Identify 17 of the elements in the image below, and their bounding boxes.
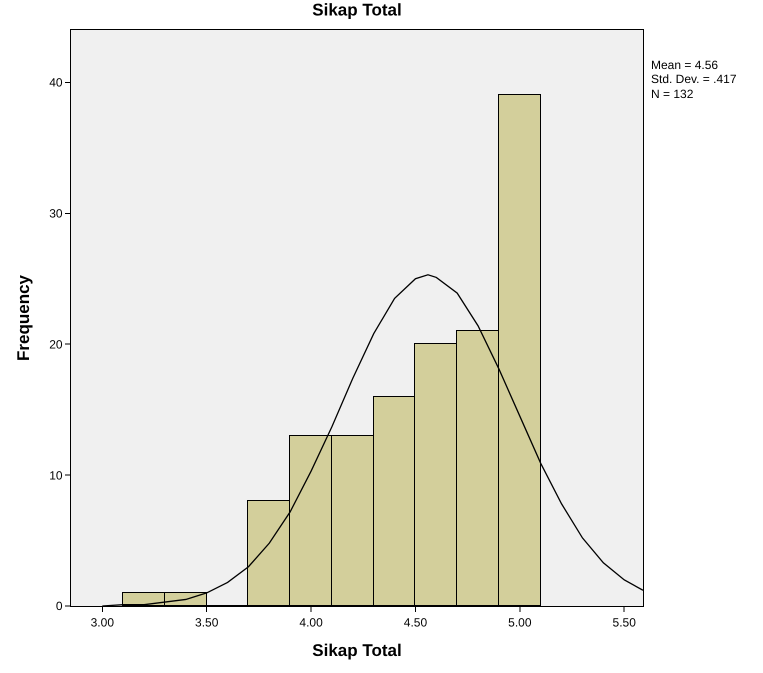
- x-tick-label: 3.50: [195, 615, 219, 630]
- y-axis-title: Frequency: [14, 274, 33, 361]
- text: Std. Dev. = .417: [651, 72, 737, 86]
- x-tick-label: 4.00: [299, 615, 324, 630]
- x-tick-label: 5.00: [508, 615, 532, 630]
- x-tick-label: 4.50: [404, 615, 428, 630]
- y-tick-label: 30: [49, 206, 63, 220]
- text: N = 132: [651, 87, 694, 101]
- y-tick-label: 10: [49, 468, 63, 482]
- chart-title: Sikap Total: [312, 0, 402, 20]
- x-axis-title: Sikap Total: [312, 640, 402, 660]
- x-tick-label: 3.00: [90, 615, 114, 630]
- y-tick-label: 20: [49, 337, 63, 352]
- y-tick-label: 40: [49, 76, 63, 90]
- x-tick-label: 5.50: [612, 615, 636, 630]
- y-tick-label: 0: [56, 599, 63, 614]
- text: Mean = 4.56: [651, 58, 718, 72]
